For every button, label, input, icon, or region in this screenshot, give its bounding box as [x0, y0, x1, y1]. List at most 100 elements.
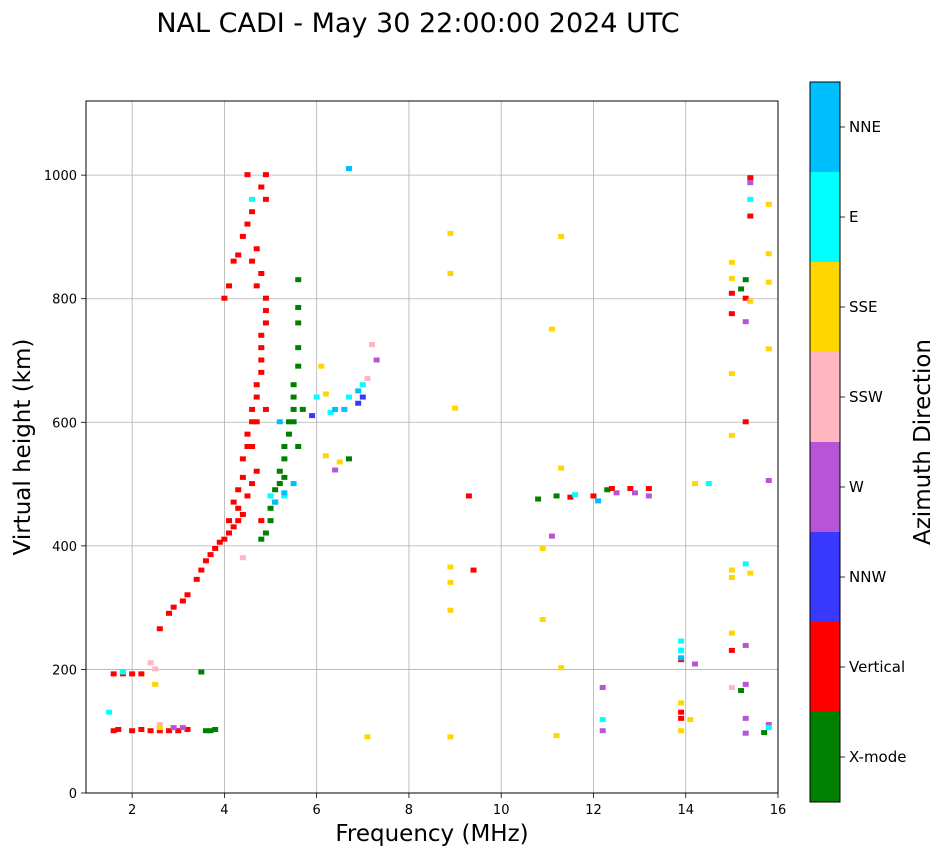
- grid-lines: [86, 101, 779, 794]
- data-point: [152, 666, 159, 672]
- data-point: [262, 308, 269, 314]
- data-point: [318, 363, 325, 369]
- x-tick-label: 10: [493, 803, 510, 818]
- data-point: [184, 726, 191, 732]
- data-point: [253, 246, 260, 252]
- axis-ticks: 2 4 6 8 10 12 14 16 0 200 400 600 800 1000: [44, 169, 786, 818]
- data-point: [230, 258, 237, 264]
- data-point: [359, 382, 366, 388]
- data-point: [728, 647, 735, 653]
- data-point: [447, 271, 454, 276]
- data-point: [244, 444, 251, 449]
- data-point: [539, 617, 546, 622]
- data-point: [249, 481, 256, 487]
- data-point: [221, 536, 228, 542]
- data-point: [226, 283, 233, 289]
- data-point: [728, 311, 735, 317]
- data-point: [678, 655, 685, 661]
- data-point: [369, 342, 376, 348]
- data-point: [262, 196, 269, 202]
- data-point: [747, 570, 754, 576]
- colorbar-segment: [810, 712, 840, 802]
- data-point: [281, 444, 288, 449]
- data-point: [258, 369, 265, 375]
- data-point: [249, 419, 256, 425]
- data-point: [166, 728, 173, 734]
- data-point: [235, 518, 242, 524]
- data-point: [230, 499, 237, 505]
- data-point: [728, 259, 735, 265]
- data-point: [281, 456, 288, 462]
- data-points: [106, 165, 772, 740]
- data-point: [452, 405, 459, 411]
- data-point: [106, 709, 113, 715]
- data-point: [193, 576, 200, 582]
- data-point: [202, 728, 209, 734]
- data-point: [355, 400, 362, 406]
- data-point: [645, 493, 652, 499]
- data-point: [364, 734, 371, 740]
- data-point: [290, 481, 297, 487]
- x-tick-label: 2: [128, 803, 136, 818]
- data-point: [738, 688, 745, 694]
- data-point: [678, 700, 685, 706]
- data-point: [290, 419, 297, 425]
- data-point: [738, 286, 745, 292]
- data-point: [244, 221, 251, 227]
- data-point: [742, 715, 749, 721]
- colorbar-segment: [810, 262, 840, 352]
- data-point: [742, 277, 749, 283]
- data-point: [742, 295, 749, 301]
- data-point: [572, 492, 579, 498]
- data-point: [262, 172, 269, 178]
- y-tick-label: 200: [52, 663, 77, 678]
- y-axis-label: Virtual height (km): [10, 339, 36, 556]
- data-point: [244, 431, 251, 437]
- series-w: [170, 180, 772, 736]
- data-point: [239, 233, 246, 239]
- colorbar-tick-label: NNE: [849, 118, 881, 136]
- x-tick-label: 6: [313, 803, 321, 818]
- data-point: [728, 630, 735, 636]
- data-point: [295, 345, 302, 351]
- data-point: [147, 660, 154, 666]
- data-point: [558, 665, 565, 671]
- colorbar-segment: [810, 622, 840, 712]
- data-point: [590, 493, 597, 499]
- colorbar-segment: [810, 172, 840, 262]
- colorbar-tick-label: E: [849, 208, 858, 226]
- data-point: [179, 725, 186, 731]
- data-point: [138, 671, 145, 677]
- y-tick-label: 800: [52, 293, 77, 308]
- colorbar-tick-label: SSE: [849, 298, 878, 316]
- data-point: [447, 564, 454, 570]
- data-point: [272, 499, 279, 505]
- data-point: [728, 275, 735, 281]
- data-point: [129, 671, 136, 677]
- data-point: [765, 346, 772, 352]
- data-point: [535, 496, 542, 502]
- data-point: [115, 726, 122, 732]
- data-point: [299, 406, 306, 412]
- data-point: [239, 555, 246, 561]
- series-nnw: [309, 394, 366, 419]
- chart-title: NAL CADI - May 30 22:00:00 2024 UTC: [156, 8, 679, 39]
- data-point: [447, 734, 454, 740]
- colorbar-tick-label: Vertical: [849, 658, 905, 676]
- data-point: [295, 444, 302, 449]
- data-point: [765, 251, 772, 257]
- data-point: [129, 728, 136, 734]
- series-x-mode: [198, 277, 768, 736]
- data-point: [276, 481, 283, 487]
- data-point: [553, 493, 560, 499]
- data-point: [548, 326, 555, 332]
- data-point: [765, 725, 772, 731]
- data-point: [345, 165, 352, 171]
- data-point: [156, 728, 163, 734]
- data-point: [327, 410, 334, 416]
- series-vertical: [110, 172, 754, 734]
- data-point: [599, 728, 606, 734]
- data-point: [765, 201, 772, 207]
- data-point: [198, 669, 205, 675]
- data-point: [253, 468, 260, 474]
